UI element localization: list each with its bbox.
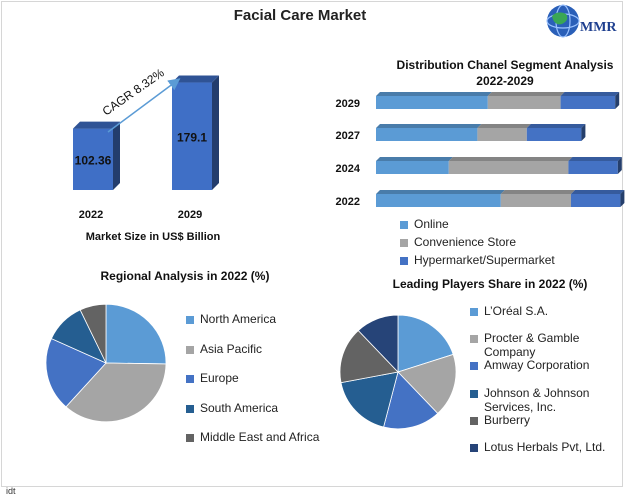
market-category-label: 2029 — [178, 209, 202, 221]
channel-bar-end — [617, 157, 622, 174]
channel-bar-end — [615, 92, 620, 109]
players-legend-4-label: Burberry — [484, 413, 531, 427]
channel-seg-top — [376, 157, 453, 161]
channel-seg-convenience-store — [477, 128, 527, 141]
regional-legend-4-swatch — [186, 434, 194, 442]
players-legend-4-swatch — [470, 417, 478, 425]
channel-seg-top — [448, 157, 573, 161]
channel-seg-top — [500, 190, 575, 194]
logo-text: MMR — [580, 20, 617, 35]
globe-icon — [546, 4, 580, 38]
channel-seg-online — [376, 194, 501, 207]
players-legend-3-swatch — [470, 390, 478, 398]
channel-legend-0-label: Online — [414, 217, 449, 231]
channel-bar-end — [581, 124, 586, 141]
players-legend-5-swatch — [470, 444, 478, 452]
players-slice-4 — [339, 330, 399, 384]
footer-text: idt — [6, 486, 16, 496]
market-bar-side-2022 — [113, 121, 120, 190]
channel-seg-online — [376, 96, 488, 109]
market-bar-side-2029 — [212, 75, 219, 190]
market-bar-2022 — [73, 128, 113, 190]
players-slice-0 — [397, 314, 454, 373]
channel-seg-online — [376, 161, 449, 174]
channel-title-line: Distribution Chanel Segment Analysis — [397, 58, 614, 72]
players-legend-0-swatch — [470, 308, 478, 316]
regional-legend-3-label: South America — [200, 400, 279, 415]
regional-legend-4-label: Middle East and Africa — [200, 430, 320, 444]
players-legend-3-label: Johnson & Johnson Services, Inc. — [484, 386, 590, 414]
channel-legend-1-swatch — [400, 239, 408, 247]
channel-legend-2-swatch — [400, 257, 408, 265]
channel-seg-top — [568, 157, 622, 161]
regional-legend-1-swatch — [186, 345, 194, 354]
channel-seg-hypermarket-supermarket — [526, 128, 582, 141]
players-legend-5-label: Lotus Herbals Pvt, Ltd. — [484, 440, 606, 454]
channel-seg-top — [376, 124, 482, 128]
channel-seg-top — [560, 92, 620, 96]
regional-legend-0-swatch — [186, 316, 194, 324]
cagr-annotation: CAGR 8.32% — [100, 65, 167, 118]
channel-seg-convenience-store — [448, 161, 569, 174]
players-slice-5 — [357, 314, 399, 373]
players-legend-1-swatch — [470, 335, 478, 343]
regional-slice-1 — [65, 362, 167, 423]
channel-seg-hypermarket-supermarket — [568, 161, 618, 174]
market-bar-top-2022 — [73, 121, 120, 129]
regional-slice-0 — [105, 303, 167, 365]
channel-legend-0-swatch — [400, 221, 408, 229]
channel-year-label: 2027 — [336, 130, 360, 142]
cagr-arrow — [107, 78, 181, 133]
players-slice-2 — [383, 371, 439, 430]
channel-seg-convenience-store — [500, 194, 571, 207]
channel-seg-top — [376, 190, 505, 194]
players-legend-2-swatch — [470, 362, 478, 370]
market-bar-2029 — [172, 82, 212, 190]
channel-seg-top — [526, 124, 586, 128]
regional-legend-0-label: North America — [200, 312, 277, 326]
channel-legend-1-label: Convenience Store — [414, 235, 517, 249]
regional-legend-2-swatch — [186, 375, 194, 383]
market-category-label: 2022 — [79, 209, 103, 221]
channel-seg-top — [477, 124, 531, 128]
channel-seg-top — [376, 92, 492, 96]
regional-legend-3-swatch — [186, 404, 194, 413]
market-xlabel: Market Size in US$ Billion — [86, 231, 221, 243]
regional-legend-1-label: Asia Pacific — [200, 341, 263, 356]
page-title: Facial Care Market — [233, 7, 367, 24]
players-slice-1 — [397, 353, 457, 414]
channel-title-line: 2022-2029 — [476, 74, 534, 88]
channel-seg-hypermarket-supermarket — [571, 194, 621, 207]
channel-year-label: 2024 — [336, 163, 361, 175]
channel-seg-online — [376, 128, 478, 141]
chart-frame — [1, 1, 623, 487]
players-slice-3 — [340, 371, 399, 428]
players-legend-2-label: Amway Corporation — [484, 358, 590, 372]
channel-bar-end — [620, 190, 625, 207]
market-value-label: 102.36 — [75, 153, 112, 167]
regional-title: Regional Analysis in 2022 (%) — [101, 269, 270, 283]
players-title: Leading Players Share in 2022 (%) — [393, 277, 588, 291]
channel-seg-top — [571, 190, 625, 194]
channel-seg-top — [487, 92, 565, 96]
regional-legend-2-label: Europe — [200, 371, 239, 385]
market-bar-top-2029 — [172, 75, 219, 83]
players-legend-0-label: L’Oréal S.A. — [484, 304, 549, 318]
regional-slice-2 — [45, 338, 107, 408]
regional-slice-4 — [79, 303, 107, 364]
players-legend-1-label: Procter & Gamble Company — [484, 331, 580, 359]
channel-year-label: 2029 — [336, 98, 360, 110]
channel-seg-convenience-store — [487, 96, 561, 109]
channel-year-label: 2022 — [336, 196, 360, 208]
channel-seg-hypermarket-supermarket — [560, 96, 616, 109]
channel-legend-2-label: Hypermarket/Supermarket — [414, 253, 555, 267]
market-value-label: 179.1 — [177, 130, 207, 144]
